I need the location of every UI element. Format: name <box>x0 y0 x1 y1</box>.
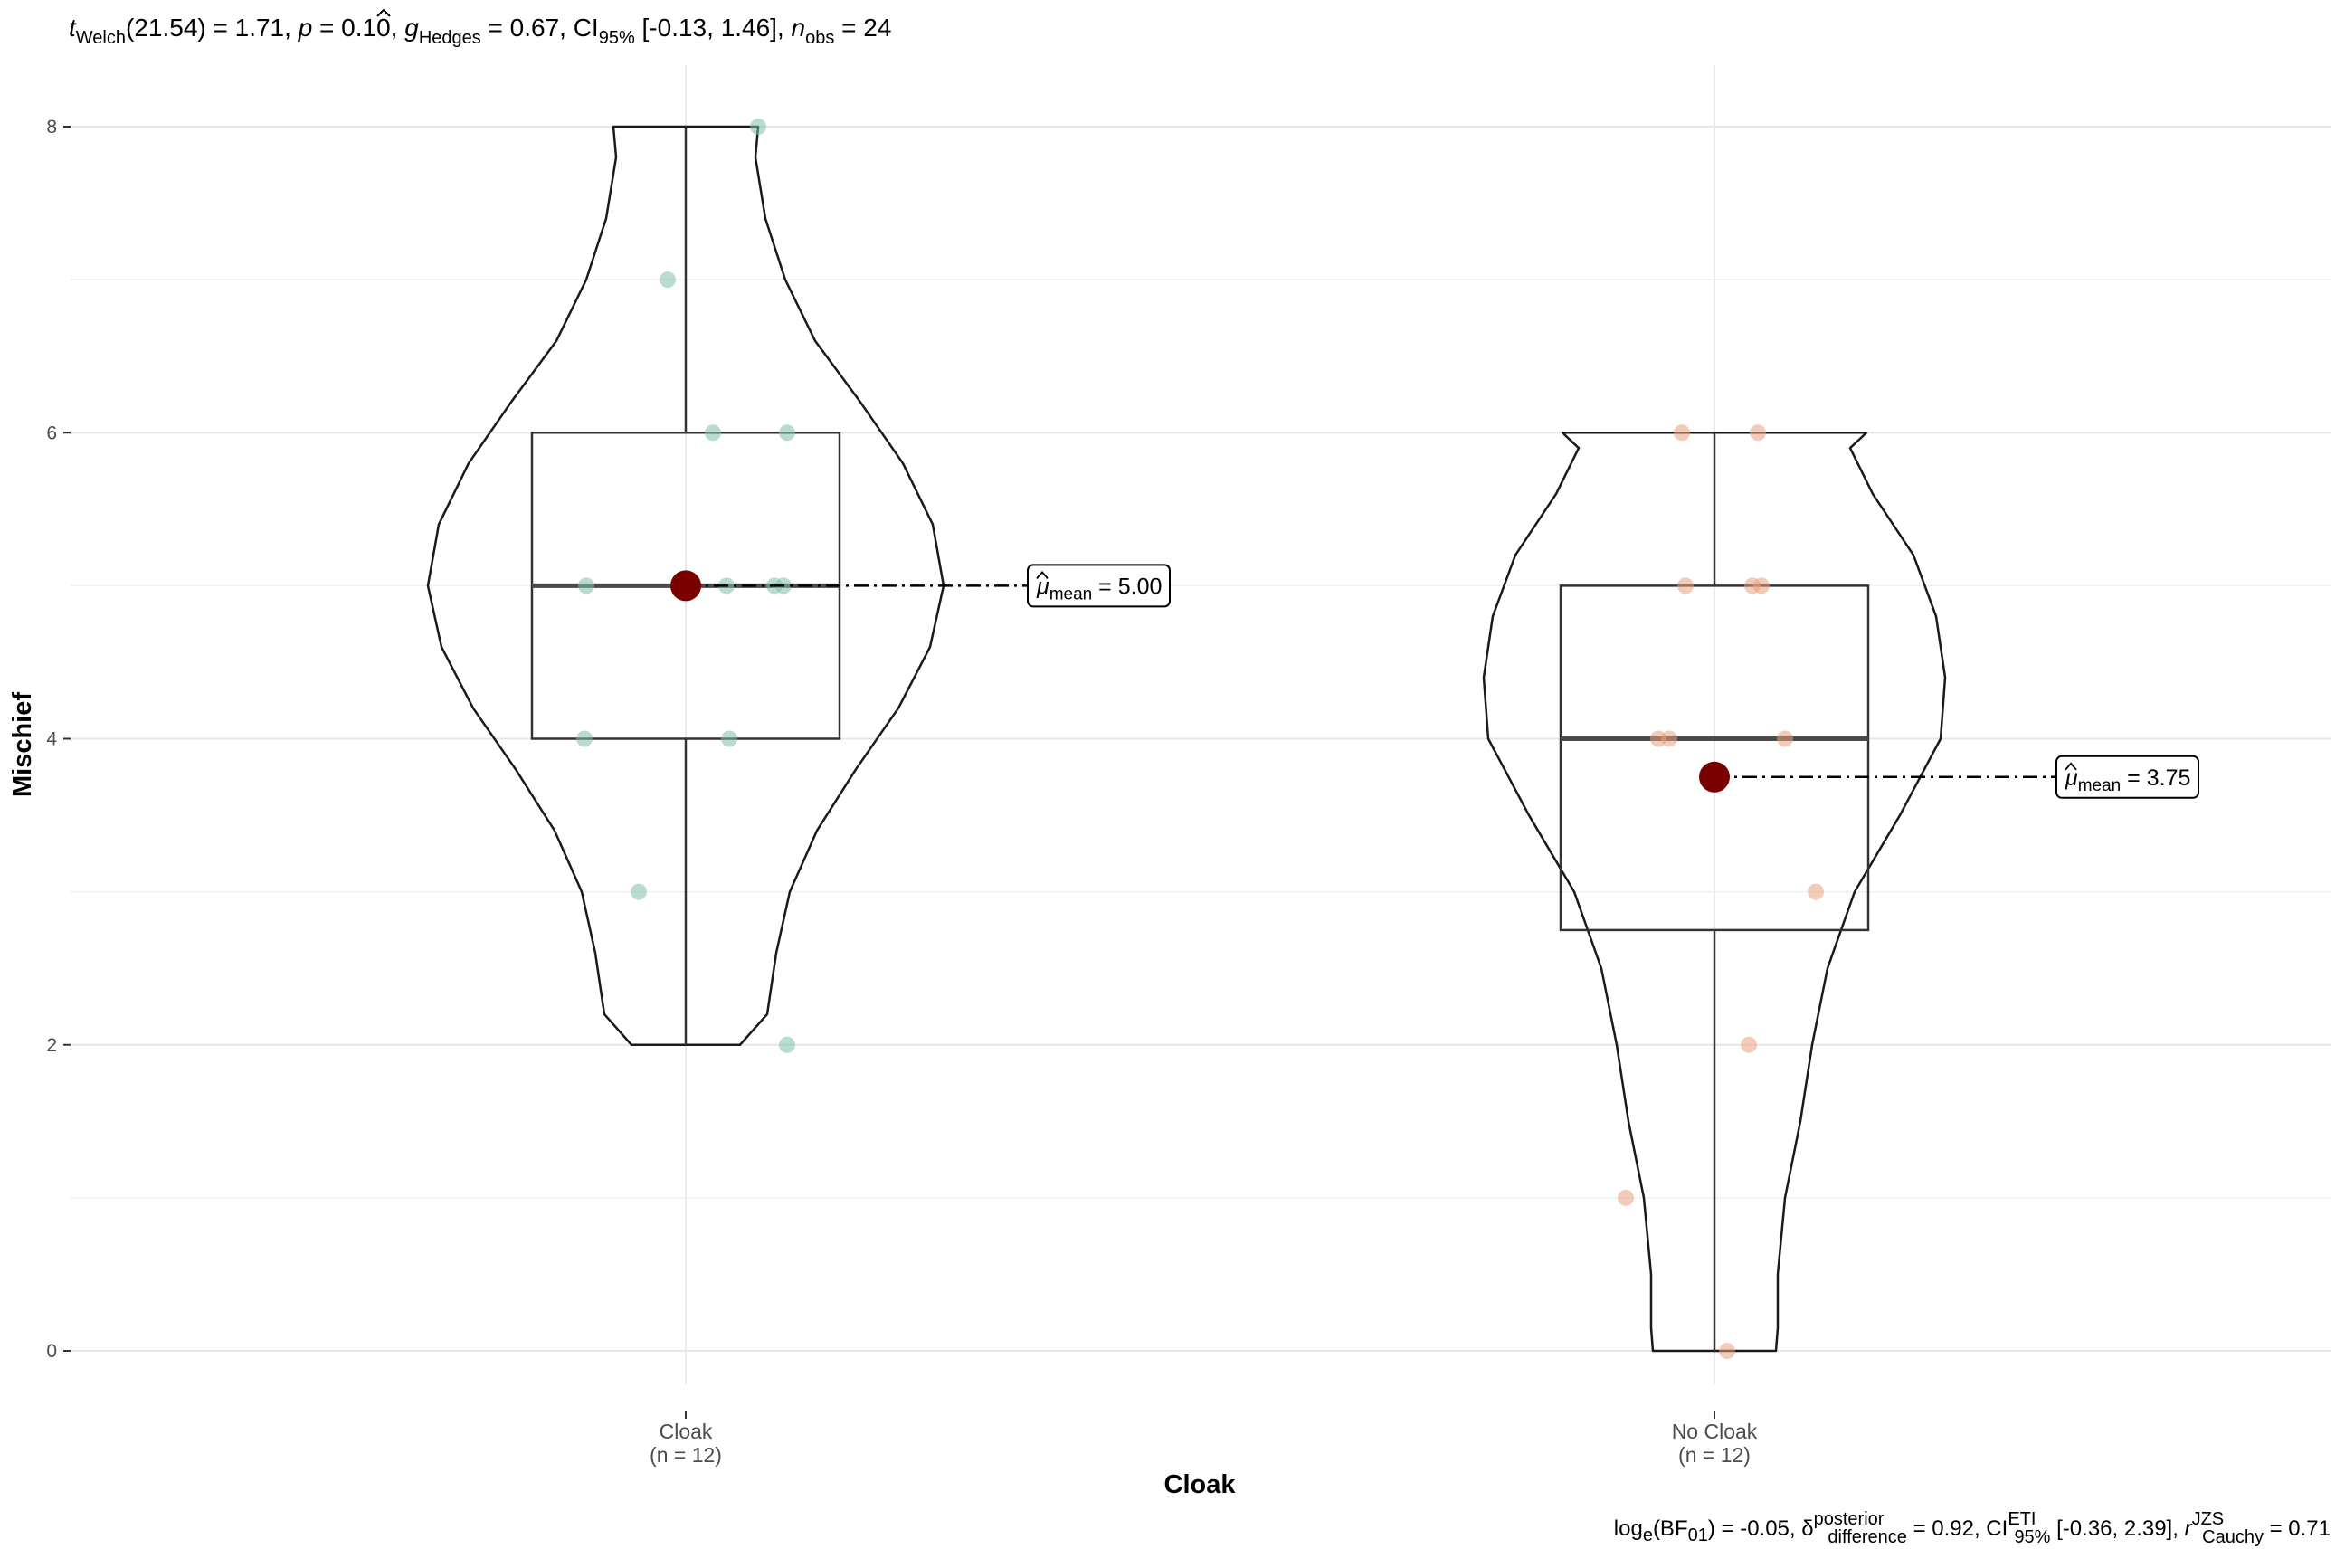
data-point <box>1753 577 1770 594</box>
gridlines <box>71 65 2331 1384</box>
data-point <box>1674 424 1690 442</box>
mean-label: μmean = 5.00 <box>1036 574 1162 603</box>
mean-point <box>1699 761 1730 793</box>
data-point <box>660 271 676 289</box>
data-point <box>779 1036 795 1053</box>
y-tick-label: 6 <box>46 423 57 443</box>
y-tick-label: 2 <box>46 1035 57 1056</box>
y-tick-label: 8 <box>46 117 57 138</box>
y-axis-title: Mischief <box>8 692 37 797</box>
stats-subtitle: tWelch(21.54) = 1.71, p = 0.10, gHedges … <box>69 14 891 48</box>
box <box>1559 584 1870 932</box>
data-point <box>1719 1343 1735 1359</box>
hat-symbol <box>2065 762 2077 771</box>
mean-label-box <box>1027 564 1171 608</box>
y-tick-label: 0 <box>46 1341 57 1362</box>
data-point <box>1741 1036 1757 1053</box>
x-tick-n-label: (n = 12) <box>650 1443 722 1467</box>
data-point <box>631 883 647 900</box>
data-point <box>578 577 594 594</box>
data-point <box>1677 577 1694 594</box>
y-axis: 0 2 4 6 8 <box>46 117 71 1362</box>
x-tick-n-label: (n = 12) <box>1678 1443 1751 1467</box>
data-point <box>1808 883 1824 900</box>
groups: μmean = 5.00 μmean = 3.75 <box>426 119 2199 1359</box>
group-no-cloak: μmean = 3.75 <box>1482 424 2199 1359</box>
data-point <box>576 730 593 747</box>
x-tick-label: No Cloak <box>1672 1420 1758 1443</box>
mean-point <box>670 570 701 602</box>
data-point <box>779 424 795 442</box>
x-axis-title: Cloak <box>1164 1470 1237 1499</box>
mean-label: μmean = 3.75 <box>2065 765 2190 795</box>
data-point <box>705 424 721 442</box>
hat-symbol <box>1036 570 1049 579</box>
mean-label-box <box>2055 755 2199 799</box>
data-point <box>1618 1189 1634 1206</box>
x-tick-label: Cloak <box>660 1420 713 1443</box>
y-tick-label: 4 <box>46 729 57 750</box>
bayes-caption: loge(BF01) = -0.05, δposterior difference… <box>1614 1509 2331 1547</box>
data-point <box>750 119 766 135</box>
hat-symbol <box>376 8 391 17</box>
data-point <box>1661 730 1677 747</box>
group-cloak: μmean = 5.00 <box>426 119 1171 1053</box>
data-point <box>721 730 737 747</box>
x-axis: Cloak(n = 12)No Cloak(n = 12) <box>650 1411 1758 1467</box>
data-point <box>1750 424 1766 442</box>
violin <box>1482 432 1947 1353</box>
data-point <box>1777 730 1793 747</box>
